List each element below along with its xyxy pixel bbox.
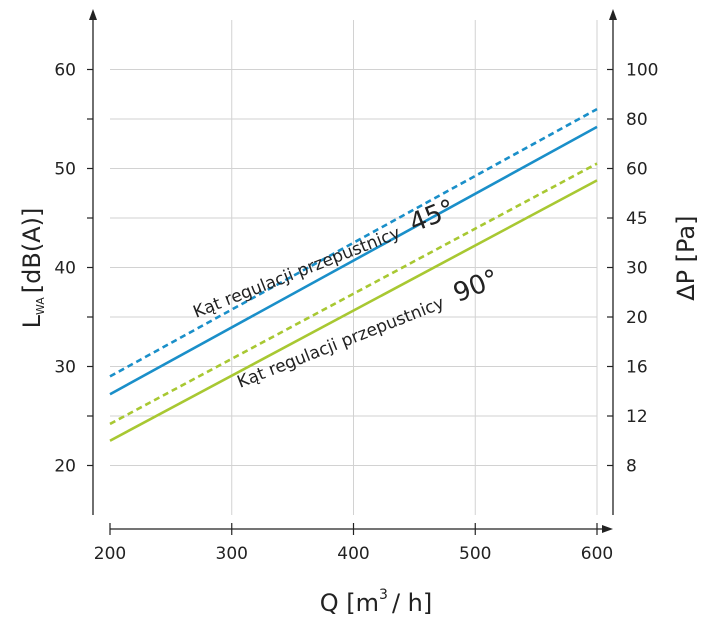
y2-tick-label: 8	[626, 457, 637, 477]
y2-tick-label: 30	[626, 259, 648, 279]
annotation-45-angle: 45°	[405, 194, 459, 239]
y2-tick-label: 16	[626, 358, 648, 378]
y2-axis-title: ∆P [Pa]	[672, 216, 700, 302]
y2-axis-arrow	[609, 9, 617, 20]
y-tick-labels: 20 30 40 50 60	[54, 61, 76, 477]
x-tick-label: 400	[337, 544, 369, 564]
x-axis-arrow	[602, 525, 613, 533]
y2-tick-label: 20	[626, 308, 648, 328]
y-tick-label: 60	[54, 61, 76, 81]
y-axis-arrow	[89, 9, 97, 20]
y-tick-label: 40	[54, 259, 76, 279]
x-tick-labels: 200 300 400 500 600	[94, 544, 613, 564]
x-axis-title: Q [m3/ h]	[320, 587, 432, 617]
y-axis-title: LWA[dB(A)]	[18, 208, 47, 329]
y2-tick-label: 45	[626, 209, 648, 229]
x-tick-label: 200	[94, 544, 126, 564]
y2-tick-label: 12	[626, 407, 648, 427]
annotation-90-angle: 90°	[449, 264, 503, 309]
annotation-45-text: Kąt regulacji przepustnicy	[191, 223, 404, 323]
y2-tick-labels: 8 12 16 20 30 45 60 80 100	[626, 61, 658, 477]
y2-tick-label: 80	[626, 110, 648, 130]
y2-tick-label: 60	[626, 160, 648, 180]
x-tick-label: 500	[459, 544, 491, 564]
x-tick-label: 600	[581, 544, 613, 564]
y2-tick-label: 100	[626, 61, 658, 81]
y-tick-label: 50	[54, 160, 76, 180]
grid	[110, 20, 597, 515]
x-tick-label: 300	[216, 544, 248, 564]
axes	[87, 9, 617, 535]
y-tick-label: 30	[54, 358, 76, 378]
y-tick-label: 20	[54, 457, 76, 477]
